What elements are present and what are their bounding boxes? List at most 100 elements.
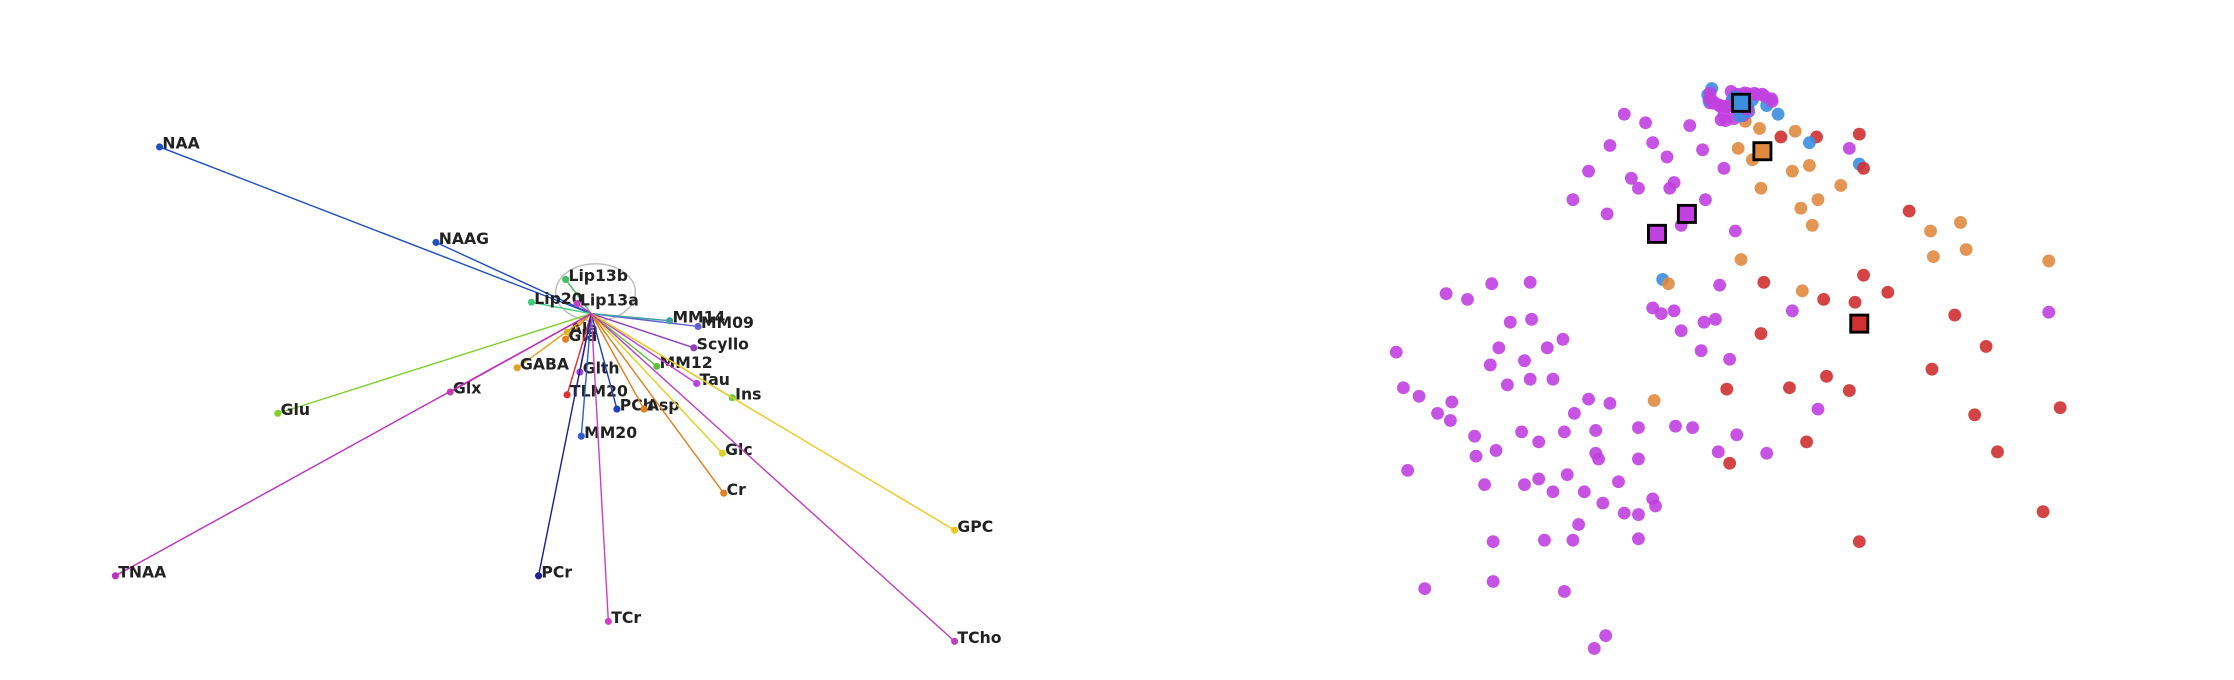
score-point (1577, 485, 1591, 499)
score-point (1852, 127, 1866, 141)
loading-label: NAA (162, 134, 200, 153)
loading-line (590, 313, 658, 367)
loading-point (156, 143, 164, 151)
score-point (1731, 141, 1745, 155)
loading-point (513, 364, 521, 372)
score-point (1979, 340, 1993, 353)
score-point (1525, 312, 1539, 326)
score-point (1842, 141, 1856, 155)
score-point (1486, 575, 1500, 588)
score-point (1720, 382, 1734, 396)
score-point (1599, 629, 1613, 643)
loading-point (613, 405, 621, 413)
loading-point (527, 298, 535, 306)
score-point (1523, 275, 1537, 289)
loading-label: TCr (611, 608, 641, 627)
score-point (1556, 332, 1570, 346)
score-point (1968, 408, 1982, 422)
score-point (1811, 193, 1825, 207)
loading-plot: NAANAAGLip13bLip20Lip13aAlaGlaMM09MM14Sc… (111, 134, 1002, 647)
score-point (1728, 224, 1742, 238)
score-point (1723, 352, 1737, 366)
loading-line (590, 313, 956, 642)
score-point (1852, 535, 1866, 549)
loading-point (604, 617, 612, 625)
score-point (1500, 378, 1514, 392)
loading-label: Glu (281, 400, 310, 419)
score-point (2042, 305, 2056, 319)
score-point (1788, 124, 1802, 138)
score-point (1811, 402, 1825, 416)
loading-label: GABA (520, 354, 570, 373)
score-point (1663, 181, 1677, 195)
score-point (1723, 456, 1737, 470)
score-plot (1389, 82, 2067, 655)
loading-line (435, 241, 592, 315)
score-point (1624, 171, 1638, 185)
loading-point (666, 317, 674, 325)
score-point (1492, 341, 1506, 355)
score-point (1834, 179, 1848, 192)
score-point (1734, 253, 1748, 266)
score-point (1603, 396, 1617, 410)
loading-point (693, 379, 701, 388)
score-point (1486, 535, 1500, 549)
score-point (1632, 181, 1645, 195)
score-point (1881, 285, 1895, 299)
score-point (1959, 243, 1973, 256)
score-point (1566, 193, 1580, 207)
loading-label: TNAA (118, 562, 167, 581)
score-point (1532, 435, 1546, 449)
loading-label: Glc (725, 440, 753, 459)
score-point (1461, 292, 1474, 306)
score-point (1439, 287, 1453, 301)
loading-line (531, 301, 592, 315)
score-point (1612, 475, 1625, 489)
score-point (1713, 278, 1727, 292)
loading-label: Lip13a (580, 290, 639, 309)
score-point (1617, 506, 1631, 520)
score-point (1557, 585, 1571, 598)
score-point (1566, 533, 1580, 547)
loading-label: GPC (957, 517, 993, 536)
score-point (1431, 406, 1444, 420)
selected-point (1752, 141, 1773, 162)
score-point (1589, 446, 1603, 460)
loading-label: MM20 (584, 423, 637, 442)
score-point (1669, 419, 1682, 433)
loading-line (516, 313, 592, 369)
score-point (1714, 113, 1728, 127)
loading-label: Glth (583, 359, 620, 378)
loading-line (277, 312, 592, 415)
loading-line (590, 313, 610, 622)
score-point (1848, 295, 1862, 309)
score-point (1515, 425, 1529, 439)
score-point (1803, 159, 1816, 172)
score-point (1660, 150, 1674, 164)
score-point (1396, 381, 1410, 395)
score-point (1596, 496, 1610, 510)
score-point (2042, 254, 2056, 268)
score-point (1707, 95, 1720, 109)
score-point (1632, 421, 1645, 435)
loading-line (590, 313, 725, 494)
loading-point (694, 322, 702, 331)
score-point (1954, 216, 1967, 229)
loading-label: NAAG (439, 229, 489, 248)
score-point (1800, 435, 1813, 449)
score-point (1603, 139, 1617, 152)
score-point (1647, 394, 1661, 407)
score-point (1661, 277, 1675, 291)
loading-point (690, 344, 698, 352)
score-point (1754, 181, 1768, 195)
score-point (1926, 250, 1940, 264)
score-point (1696, 143, 1709, 157)
score-point (1468, 429, 1482, 443)
score-point (1540, 341, 1554, 355)
loading-line (565, 313, 592, 340)
loading-label: Ins (735, 384, 761, 403)
score-point (2036, 505, 2050, 519)
loading-line (590, 313, 723, 454)
loading-line (537, 313, 592, 576)
